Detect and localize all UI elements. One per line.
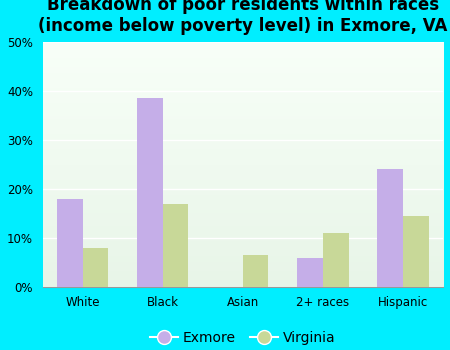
Bar [83,248,108,287]
Bar [243,255,269,287]
Bar [57,199,83,287]
Bar [403,216,429,287]
Bar [323,233,349,287]
Bar [378,169,403,287]
Title: Breakdown of poor residents within races
(income below poverty level) in Exmore,: Breakdown of poor residents within races… [38,0,448,35]
Bar [163,204,189,287]
Legend: Exmore, Virginia: Exmore, Virginia [144,326,342,350]
Bar [137,98,163,287]
Bar [297,258,323,287]
